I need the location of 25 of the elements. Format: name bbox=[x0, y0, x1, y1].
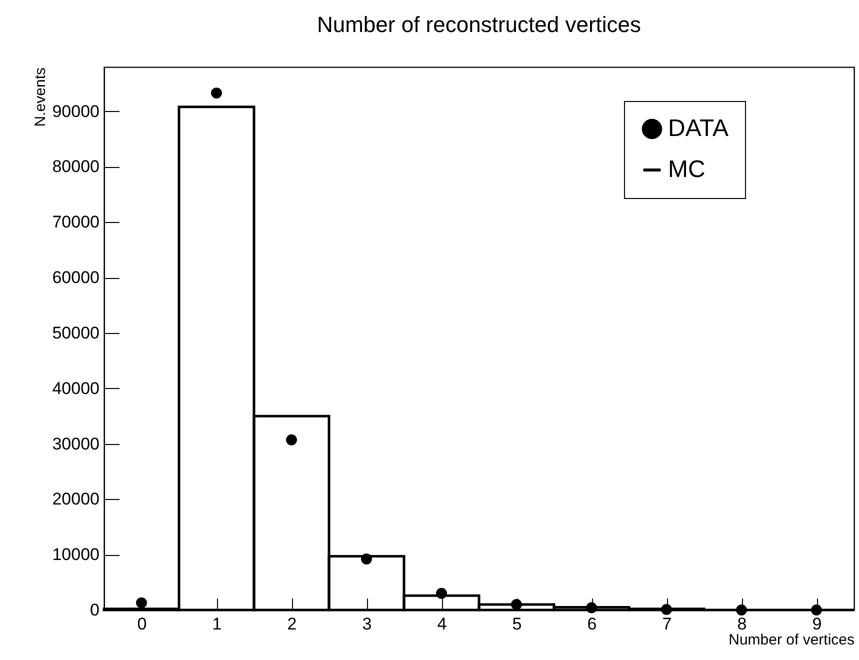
y-tick-label: 50000 bbox=[52, 323, 100, 342]
x-tick-label: 1 bbox=[212, 614, 222, 634]
y-tick-label: 10000 bbox=[52, 545, 100, 564]
legend-label: MC bbox=[668, 156, 706, 183]
y-tick-label: 40000 bbox=[52, 378, 100, 398]
x-tick-label: 7 bbox=[662, 614, 672, 634]
x-tick-label: 9 bbox=[812, 614, 822, 634]
x-tick-label: 0 bbox=[137, 614, 147, 634]
x-tick-label: 3 bbox=[362, 614, 372, 634]
y-axis-title: N.events bbox=[32, 68, 50, 127]
y-tick-label: 70000 bbox=[52, 212, 100, 232]
x-tick-label: 4 bbox=[437, 614, 447, 634]
chart-title: Number of reconstructed vertices bbox=[316, 12, 642, 37]
legend-label: DATA bbox=[668, 115, 728, 142]
x-tick-label: 6 bbox=[587, 614, 597, 634]
y-tick-label: 90000 bbox=[52, 102, 100, 121]
x-axis-title: Number of vertices bbox=[728, 632, 854, 648]
y-tick-label: 0 bbox=[90, 600, 100, 620]
x-tick-label: 5 bbox=[512, 614, 522, 634]
x-tick-label: 8 bbox=[737, 614, 747, 634]
y-tick-label: 20000 bbox=[52, 490, 100, 509]
y-tick-label: 30000 bbox=[52, 434, 100, 454]
y-tick-label: 60000 bbox=[52, 268, 100, 288]
x-tick-label: 2 bbox=[287, 614, 297, 634]
y-tick-label: 80000 bbox=[52, 157, 100, 176]
